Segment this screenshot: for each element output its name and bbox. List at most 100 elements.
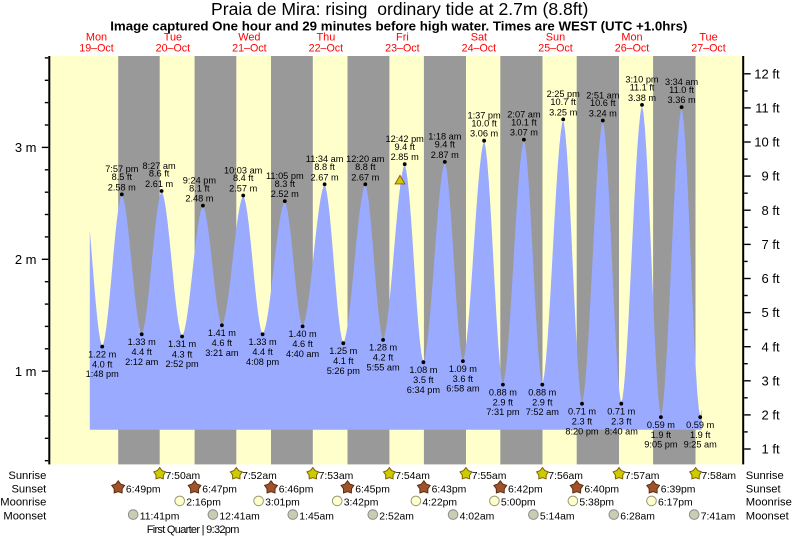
svg-text:2.57 m: 2.57 m (229, 184, 257, 194)
svg-text:2.9 ft: 2.9 ft (532, 397, 553, 407)
svg-text:Tue: Tue (699, 32, 717, 44)
svg-text:7:58am: 7:58am (701, 471, 736, 482)
svg-text:8.3 ft: 8.3 ft (275, 179, 296, 189)
svg-text:1:37 pm: 1:37 pm (467, 111, 501, 121)
svg-text:9 ft: 9 ft (762, 169, 780, 184)
svg-text:Moonset: Moonset (3, 510, 47, 522)
svg-text:1.09 m: 1.09 m (449, 364, 477, 374)
svg-text:3.24 m: 3.24 m (589, 109, 617, 119)
svg-text:6:47pm: 6:47pm (202, 485, 237, 496)
svg-text:12 ft: 12 ft (754, 66, 780, 81)
svg-text:26–Oct: 26–Oct (615, 42, 649, 54)
svg-text:10.6 ft: 10.6 ft (590, 98, 616, 108)
svg-text:8.1 ft: 8.1 ft (189, 183, 210, 193)
svg-text:7:52 am: 7:52 am (526, 407, 560, 417)
svg-text:11:41pm: 11:41pm (140, 511, 180, 522)
svg-text:1 m: 1 m (15, 364, 37, 379)
svg-text:7:56am: 7:56am (548, 471, 583, 482)
svg-text:2:12 am: 2:12 am (125, 357, 159, 367)
svg-text:Sat: Sat (471, 32, 487, 44)
svg-text:19–Oct: 19–Oct (79, 42, 113, 54)
svg-text:2 ft: 2 ft (762, 408, 780, 423)
svg-text:11:34 am: 11:34 am (306, 154, 344, 164)
svg-text:1.22 m: 1.22 m (88, 349, 116, 359)
svg-text:8:20 pm: 8:20 pm (565, 426, 599, 436)
svg-text:Mon: Mon (621, 32, 642, 44)
svg-text:7:50am: 7:50am (166, 471, 201, 482)
svg-text:4:40 am: 4:40 am (286, 349, 320, 359)
svg-text:7 ft: 7 ft (762, 237, 780, 252)
svg-text:8 ft: 8 ft (762, 203, 780, 218)
svg-text:Sunset: Sunset (11, 484, 47, 496)
svg-text:2.3 ft: 2.3 ft (572, 417, 593, 427)
svg-text:3.5 ft: 3.5 ft (413, 375, 434, 385)
svg-text:4.2 ft: 4.2 ft (373, 353, 394, 363)
svg-text:7:57am: 7:57am (625, 471, 660, 482)
svg-text:11.1 ft: 11.1 ft (630, 83, 655, 93)
svg-text:8:27 am: 8:27 am (142, 161, 176, 171)
svg-text:4:22pm: 4:22pm (422, 498, 457, 509)
svg-text:11:05 pm: 11:05 pm (266, 171, 304, 181)
svg-text:3.25 m: 3.25 m (549, 107, 577, 117)
svg-text:25–Oct: 25–Oct (538, 42, 572, 54)
svg-text:8.5 ft: 8.5 ft (112, 172, 133, 182)
svg-text:8.8 ft: 8.8 ft (314, 162, 335, 172)
svg-text:7:41am: 7:41am (701, 511, 736, 522)
svg-text:6 ft: 6 ft (762, 271, 780, 286)
svg-text:1:18 am: 1:18 am (428, 132, 462, 142)
svg-text:2.9 ft: 2.9 ft (493, 397, 514, 407)
svg-text:21–Oct: 21–Oct (232, 42, 266, 54)
svg-text:1:45am: 1:45am (299, 511, 334, 522)
svg-text:2.87 m: 2.87 m (431, 150, 459, 160)
svg-text:7:31 pm: 7:31 pm (486, 407, 520, 417)
svg-text:2:25 pm: 2:25 pm (547, 89, 581, 99)
svg-text:8:40 am: 8:40 am (605, 426, 639, 436)
svg-text:3:42pm: 3:42pm (344, 498, 379, 509)
svg-text:2.48 m: 2.48 m (185, 194, 213, 204)
svg-text:4.3 ft: 4.3 ft (172, 349, 193, 359)
svg-text:24–Oct: 24–Oct (462, 42, 496, 54)
svg-text:0.59 m: 0.59 m (686, 420, 714, 430)
svg-text:Moonset: Moonset (746, 510, 790, 522)
svg-text:6:40pm: 6:40pm (584, 485, 619, 496)
svg-text:3.6 ft: 3.6 ft (453, 374, 474, 384)
svg-text:2.58 m: 2.58 m (108, 182, 136, 192)
svg-text:22–Oct: 22–Oct (309, 42, 343, 54)
svg-text:4.4 ft: 4.4 ft (131, 347, 152, 357)
svg-text:1:48 pm: 1:48 pm (86, 369, 120, 379)
svg-text:5:00pm: 5:00pm (501, 498, 536, 509)
svg-text:Thu: Thu (317, 32, 336, 44)
svg-text:5:38pm: 5:38pm (579, 498, 614, 509)
svg-text:2.52 m: 2.52 m (271, 189, 299, 199)
svg-text:8.6 ft: 8.6 ft (149, 169, 170, 179)
svg-text:1.40 m: 1.40 m (289, 329, 317, 339)
svg-text:2:07 am: 2:07 am (507, 109, 541, 119)
svg-text:6:58 am: 6:58 am (446, 384, 480, 394)
svg-text:6:34 pm: 6:34 pm (407, 385, 441, 395)
svg-text:3 ft: 3 ft (762, 373, 780, 388)
svg-text:Moonrise: Moonrise (746, 497, 792, 509)
svg-text:7:57 pm: 7:57 pm (105, 164, 139, 174)
svg-text:Mon: Mon (86, 32, 107, 44)
svg-text:Sun: Sun (546, 32, 565, 44)
svg-text:Image captured One hour and 29: Image captured One hour and 29 minutes b… (110, 19, 687, 34)
svg-text:1.25 m: 1.25 m (329, 346, 357, 356)
svg-text:Sunrise: Sunrise (746, 470, 784, 482)
svg-text:0.88 m: 0.88 m (528, 387, 556, 397)
svg-text:First Quarter | 9:32pm: First Quarter | 9:32pm (147, 524, 240, 536)
svg-text:0.71 m: 0.71 m (568, 406, 596, 416)
svg-text:Wed: Wed (238, 32, 260, 44)
svg-text:9.4 ft: 9.4 ft (394, 142, 415, 152)
svg-text:1.41 m: 1.41 m (208, 328, 236, 338)
svg-text:6:43pm: 6:43pm (432, 485, 467, 496)
svg-text:8.8 ft: 8.8 ft (355, 162, 376, 172)
svg-text:0.59 m: 0.59 m (647, 420, 675, 430)
svg-text:7:53am: 7:53am (319, 471, 354, 482)
svg-text:20–Oct: 20–Oct (156, 42, 190, 54)
svg-text:11.0 ft: 11.0 ft (669, 85, 694, 95)
svg-text:Fri: Fri (396, 32, 409, 44)
svg-text:2.3 ft: 2.3 ft (611, 417, 632, 427)
svg-text:1.31 m: 1.31 m (168, 339, 196, 349)
svg-text:3:10 pm: 3:10 pm (625, 75, 659, 85)
svg-text:2.67 m: 2.67 m (311, 172, 339, 182)
